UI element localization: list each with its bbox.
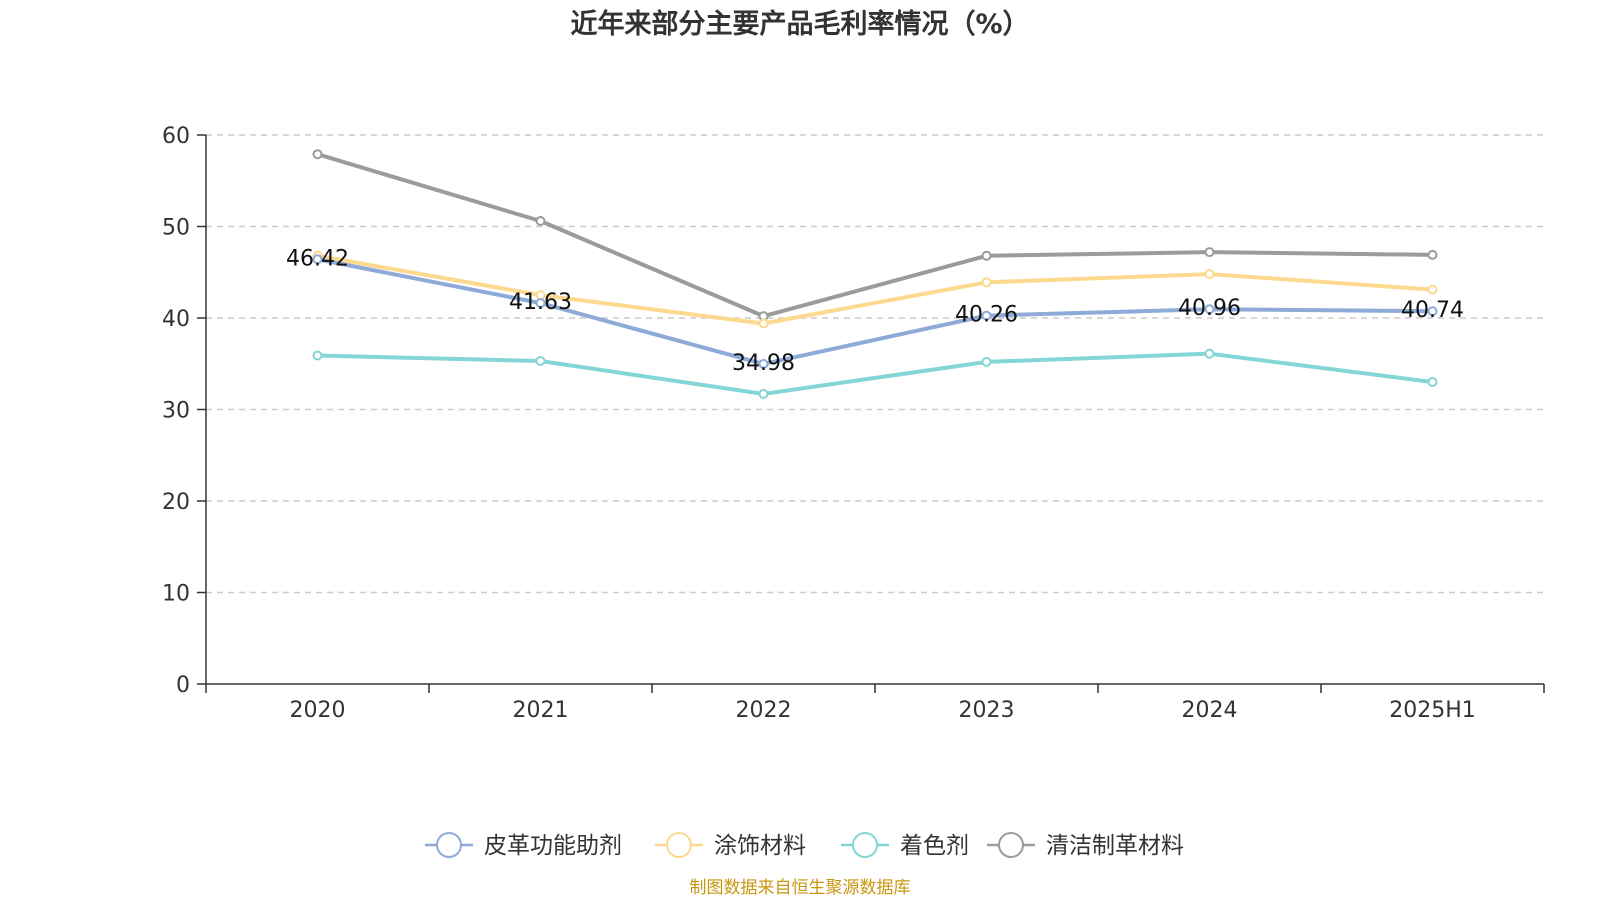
data-label: 41.63	[509, 290, 572, 315]
legend-marker	[852, 832, 878, 858]
chart-title: 近年来部分主要产品毛利率情况（%）	[570, 8, 1029, 40]
legend-label: 清洁制革材料	[1046, 833, 1184, 859]
x-tick-label: 2024	[1182, 698, 1238, 723]
data-point[interactable]	[981, 356, 992, 367]
data-point[interactable]	[312, 149, 323, 160]
y-tick-label: 40	[162, 307, 190, 332]
data-label: 34.98	[732, 351, 795, 376]
data-point[interactable]	[1427, 249, 1438, 260]
series-line	[315, 257, 1435, 366]
axes: 0 10 20 30 40 50 60 2020 2021 2022 2023 2024 2025H1	[162, 124, 1545, 723]
data-point[interactable]	[758, 388, 769, 399]
y-tick-label: 0	[176, 673, 190, 698]
data-point[interactable]	[1427, 284, 1438, 295]
x-tick-label: 2021	[513, 698, 569, 723]
data-point[interactable]	[1427, 306, 1438, 317]
series-3	[312, 348, 1438, 399]
legend-marker	[666, 832, 692, 858]
legend-label: 着色剂	[900, 833, 969, 859]
data-point[interactable]	[1204, 348, 1215, 359]
data-label: 40.26	[955, 303, 1018, 328]
y-tick-label: 10	[162, 582, 190, 607]
series-4	[312, 149, 1438, 322]
data-point[interactable]	[535, 356, 546, 367]
series-group	[312, 149, 1438, 399]
data-point[interactable]	[1427, 377, 1438, 388]
data-point[interactable]	[758, 318, 769, 329]
legend-label: 涂饰材料	[714, 833, 806, 859]
data-point[interactable]	[1204, 269, 1215, 280]
x-tick-label: 2022	[736, 698, 792, 723]
data-label: 46.42	[286, 246, 349, 271]
data-point[interactable]	[981, 250, 992, 261]
x-tick-label: 2020	[290, 698, 346, 723]
y-tick-label: 30	[162, 399, 190, 424]
y-tick-label: 50	[162, 216, 190, 241]
data-point[interactable]	[981, 310, 992, 321]
x-tick-label: 2025H1	[1389, 698, 1476, 723]
source-note: 制图数据来自恒生聚源数据库	[690, 878, 911, 898]
series-line	[315, 253, 1435, 326]
data-point[interactable]	[758, 358, 769, 369]
data-label: 40.74	[1401, 298, 1464, 323]
data-point[interactable]	[981, 277, 992, 288]
data-point[interactable]	[1204, 247, 1215, 258]
series-line	[315, 152, 1435, 319]
data-point[interactable]	[535, 216, 546, 227]
data-labels: 46.42 41.63 34.98 40.26 40.96 40.74	[286, 246, 1464, 376]
y-tick-label: 60	[162, 124, 190, 149]
data-point[interactable]	[312, 254, 323, 265]
legend-label: 皮革功能助剂	[484, 833, 622, 859]
series-1	[312, 254, 1438, 369]
data-label: 40.96	[1178, 296, 1241, 321]
legend-item[interactable]: 清洁制革材料	[987, 832, 1184, 859]
data-point[interactable]	[535, 298, 546, 309]
legend[interactable]: 皮革功能助剂 涂饰材料 着色剂 清洁制革材料	[425, 832, 1184, 859]
legend-item[interactable]: 着色剂	[841, 832, 969, 859]
data-point[interactable]	[312, 350, 323, 361]
gridlines	[206, 134, 1544, 594]
legend-marker	[998, 832, 1024, 858]
legend-item[interactable]: 涂饰材料	[655, 832, 806, 859]
legend-marker	[436, 832, 462, 858]
x-tick-label: 2023	[959, 698, 1015, 723]
data-point[interactable]	[1204, 304, 1215, 315]
series-line	[315, 351, 1435, 396]
legend-item[interactable]: 皮革功能助剂	[425, 832, 622, 859]
y-tick-label: 20	[162, 490, 190, 515]
